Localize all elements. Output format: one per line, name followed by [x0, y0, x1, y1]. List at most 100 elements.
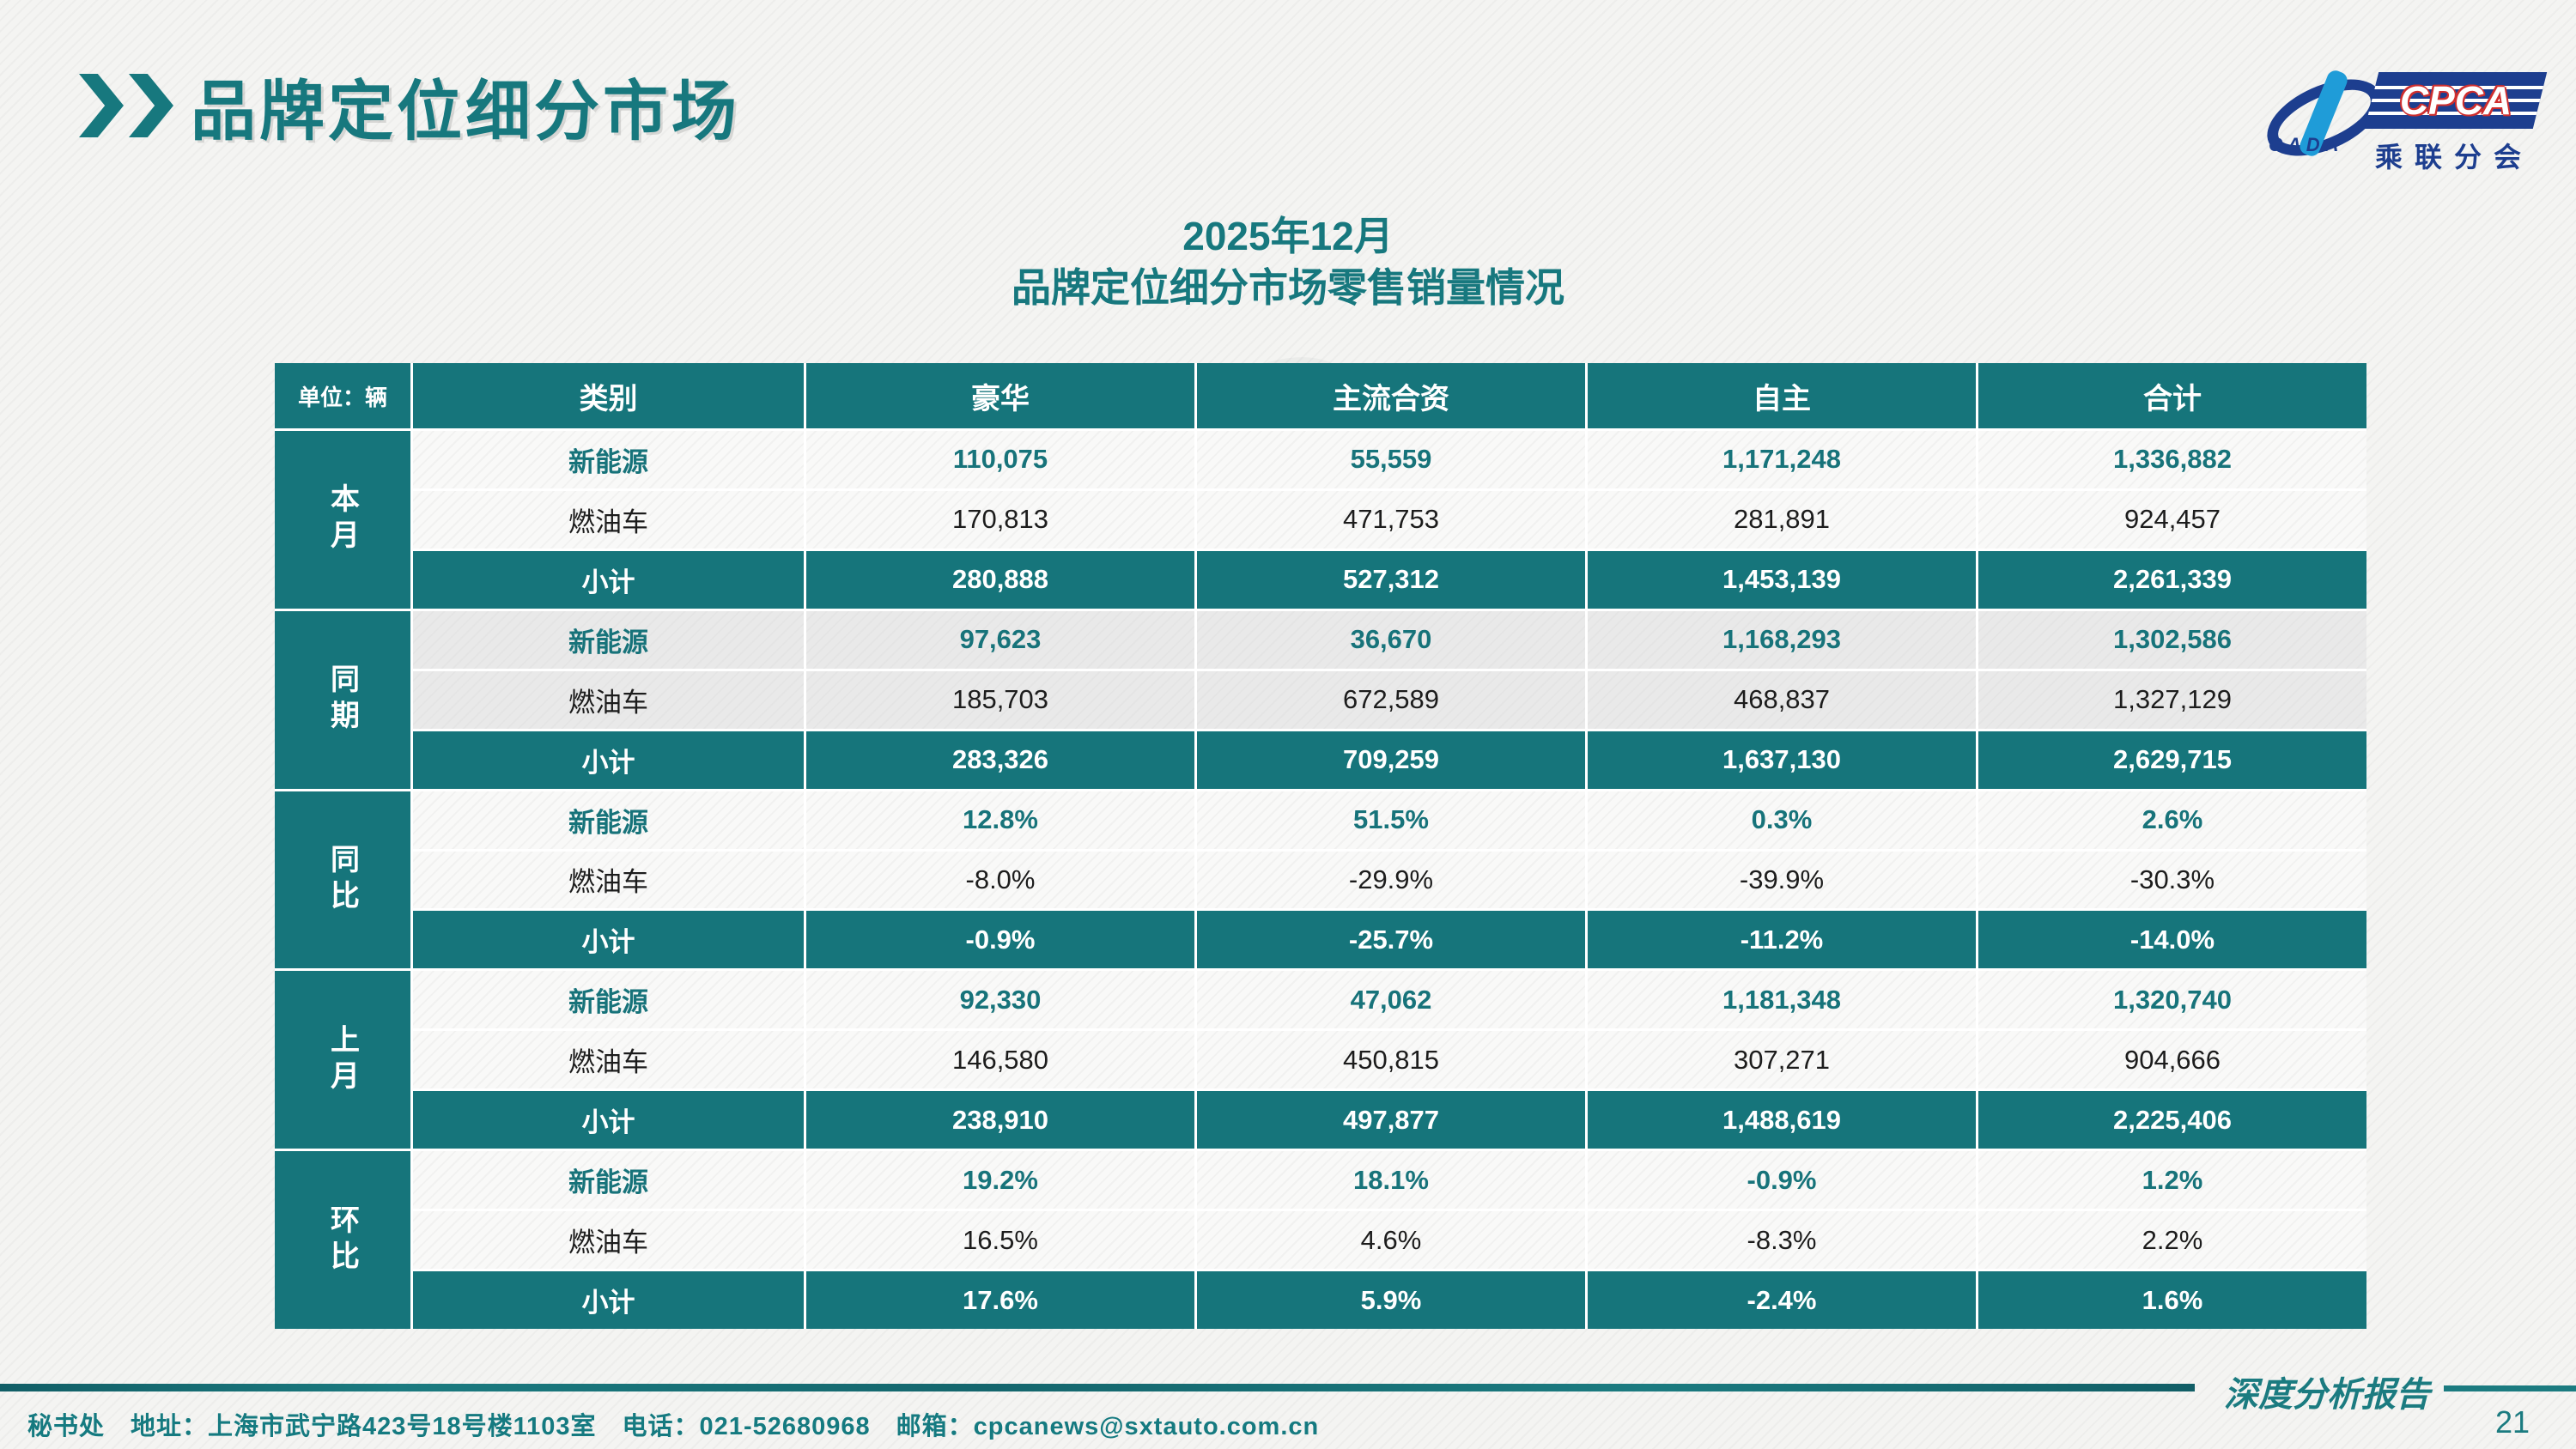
table-cell: 1,453,139 [1588, 550, 1976, 609]
table-cell: 170,813 [806, 490, 1194, 549]
row-group-label: 本月 [275, 431, 410, 609]
row-label: 新能源 [413, 971, 804, 1029]
table-cell: 51.5% [1197, 791, 1585, 849]
row-label: 小计 [413, 550, 804, 609]
table-cell: 36,670 [1197, 610, 1585, 669]
chevron-icon [79, 74, 124, 137]
col-header-category: 类别 [413, 363, 804, 428]
table-cell: 1,302,586 [1978, 610, 2366, 669]
table-cell: 97,623 [806, 610, 1194, 669]
row-label: 燃油车 [413, 851, 804, 909]
row-label: 燃油车 [413, 490, 804, 549]
table-cell: -8.0% [806, 851, 1194, 909]
table-cell: 904,666 [1978, 1031, 2366, 1089]
table-cell: 5.9% [1197, 1271, 1585, 1329]
table-cell: 1,171,248 [1588, 431, 1976, 488]
row-group-label: 环比 [275, 1151, 410, 1329]
table-cell: 1,181,348 [1588, 971, 1976, 1029]
table-cell: 110,075 [806, 431, 1194, 488]
cpca-branch-label: 乘联分会 [2374, 142, 2533, 173]
unit-label: 单位：辆 [275, 363, 410, 428]
table-cell: 4.6% [1197, 1211, 1585, 1270]
table-cell: 497,877 [1197, 1091, 1585, 1149]
chevron-icon [129, 74, 173, 137]
table-cell: 47,062 [1197, 971, 1585, 1029]
table-cell: 92,330 [806, 971, 1194, 1029]
row-label: 新能源 [413, 610, 804, 669]
table-cell: -0.9% [1588, 1151, 1976, 1210]
row-label: 小计 [413, 731, 804, 789]
col-header-total: 合计 [1978, 363, 2366, 428]
page-title: 品牌定位细分市场 [191, 76, 740, 149]
table-cell: 146,580 [806, 1031, 1194, 1089]
table-cell: 0.3% [1588, 791, 1976, 849]
table-cell: 468,837 [1588, 670, 1976, 729]
table-cell: 238,910 [806, 1091, 1194, 1149]
row-label: 小计 [413, 1271, 804, 1329]
table-title-text: 品牌定位细分市场零售销量情况 [1012, 264, 1564, 310]
table-cell: 2,225,406 [1978, 1091, 2366, 1149]
table-cell: 672,589 [1197, 670, 1585, 729]
table-cell: 19.2% [806, 1151, 1194, 1210]
row-label: 新能源 [413, 431, 804, 488]
col-header-domestic: 自主 [1588, 363, 1976, 428]
table-cell: 17.6% [806, 1271, 1194, 1329]
table-cell: 924,457 [1978, 490, 2366, 549]
table-cell: 2,629,715 [1978, 731, 2366, 789]
table-cell: -2.4% [1588, 1271, 1976, 1329]
segment-table: 单位：辆 类别 豪华 主流合资 自主 合计 本月 新能源 110,075 55,559… [275, 363, 2366, 1329]
col-header-mainstream-jv: 主流合资 [1197, 363, 1585, 428]
table-cell: 1,488,619 [1588, 1091, 1976, 1149]
table-cell: 1,320,740 [1978, 971, 2366, 1029]
footer-divider [0, 1384, 2195, 1391]
table-cell: 1,327,129 [1978, 670, 2366, 729]
row-label: 新能源 [413, 1151, 804, 1210]
row-label: 新能源 [413, 791, 804, 849]
table-cell: 55,559 [1197, 431, 1585, 488]
row-label: 小计 [413, 911, 804, 969]
table-cell: 1,168,293 [1588, 610, 1976, 669]
row-label: 燃油车 [413, 1211, 804, 1270]
table-cell: 527,312 [1197, 550, 1585, 609]
table-cell: 12.8% [806, 791, 1194, 849]
table-cell: 1.2% [1978, 1151, 2366, 1210]
table-title-date: 2025年12月 [1182, 214, 1394, 258]
table-cell: 280,888 [806, 550, 1194, 609]
cpca-logo: CADA CPCA 乘联分会 [2256, 64, 2548, 180]
row-label: 燃油车 [413, 1031, 804, 1089]
table-cell: 281,891 [1588, 490, 1976, 549]
table-cell: 2,261,339 [1978, 550, 2366, 609]
table-cell: -14.0% [1978, 911, 2366, 969]
col-header-luxury: 豪华 [806, 363, 1194, 428]
table-cell: 185,703 [806, 670, 1194, 729]
table-cell: 18.1% [1197, 1151, 1585, 1210]
page-number: 21 [2494, 1404, 2530, 1440]
table-cell: 2.2% [1978, 1211, 2366, 1270]
table-title: 2025年12月 品牌定位细分市场零售销量情况 [189, 211, 2387, 314]
table-cell: -29.9% [1197, 851, 1585, 909]
table-cell: 283,326 [806, 731, 1194, 789]
report-type-label: 深度分析报告 [2224, 1374, 2430, 1415]
table-cell: -8.3% [1588, 1211, 1976, 1270]
table-cell: -39.9% [1588, 851, 1976, 909]
table-cell: 450,815 [1197, 1031, 1585, 1089]
cada-label: CADA [2269, 134, 2344, 155]
table-cell: -30.3% [1978, 851, 2366, 909]
table-cell: 471,753 [1197, 490, 1585, 549]
table-cell: 16.5% [806, 1211, 1194, 1270]
table-cell: -11.2% [1588, 911, 1976, 969]
footer-contact: 秘书处 地址：上海市武宁路423号18号楼1103室 电话：021-526809… [27, 1413, 1320, 1440]
row-group-label: 同期 [275, 610, 410, 789]
row-label: 燃油车 [413, 670, 804, 729]
table-cell: 709,259 [1197, 731, 1585, 789]
table-cell: 307,271 [1588, 1031, 1976, 1089]
table-cell: -0.9% [806, 911, 1194, 969]
row-label: 小计 [413, 1091, 804, 1149]
table-cell: 1.6% [1978, 1271, 2366, 1329]
table-cell: 2.6% [1978, 791, 2366, 849]
table-cell: 1,637,130 [1588, 731, 1976, 789]
table-cell: -25.7% [1197, 911, 1585, 969]
table-cell: 1,336,882 [1978, 431, 2366, 488]
row-group-label: 同比 [275, 791, 410, 969]
row-group-label: 上月 [275, 971, 410, 1149]
